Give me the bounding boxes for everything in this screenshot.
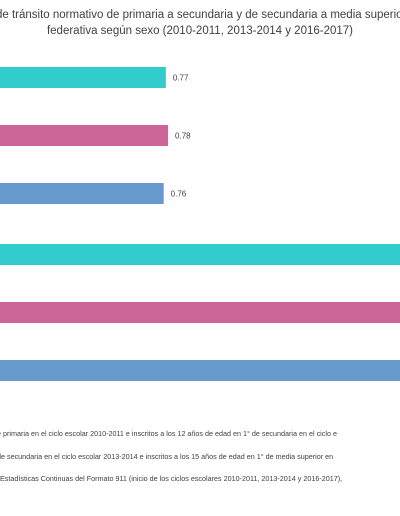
footnote-1: e primaria en el ciclo escolar 2010-2011… [0, 429, 337, 438]
data-label-3: 0.76 [171, 190, 187, 199]
bar-1 [0, 67, 166, 88]
data-label-1: 0.77 [173, 74, 189, 83]
bar-4 [0, 244, 400, 265]
bar-5 [0, 302, 400, 323]
source-note: Estadísticas Continuas del Formato 911 (… [0, 474, 343, 483]
bar-6 [0, 360, 400, 381]
footnote-2: de secundaria en el ciclo escolar 2013-2… [0, 452, 334, 461]
bar-3 [0, 183, 164, 204]
bar-chart: 0.77 0.78 0.76 [0, 67, 400, 381]
chart-title-line-1: de tránsito normativo de primaria a secu… [0, 9, 400, 21]
data-label-2: 0.78 [175, 132, 191, 141]
chart-title-line-2: federativa según sexo (2010-2011, 2013-2… [46, 25, 354, 37]
bar-2 [0, 125, 169, 146]
